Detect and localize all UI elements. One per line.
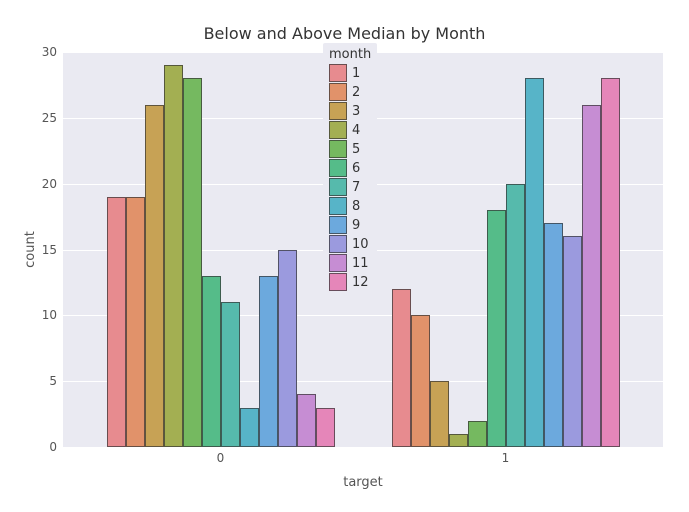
legend-swatch — [329, 121, 347, 139]
bar — [126, 197, 145, 447]
legend-swatch — [329, 64, 347, 82]
bar — [392, 289, 411, 447]
legend-label: 9 — [352, 218, 360, 233]
legend-swatch — [329, 235, 347, 253]
y-tick-label: 5 — [49, 374, 63, 388]
bar — [183, 78, 202, 447]
y-axis-label: count — [23, 52, 38, 447]
y-tick-label: 20 — [42, 177, 63, 191]
legend: month 123456789101112 — [323, 43, 377, 296]
legend-item: 4 — [329, 121, 371, 139]
legend-label: 2 — [352, 85, 360, 100]
legend-label: 1 — [352, 66, 360, 81]
legend-item: 9 — [329, 216, 371, 234]
legend-title: month — [329, 47, 371, 62]
legend-item: 12 — [329, 273, 371, 291]
legend-item: 3 — [329, 102, 371, 120]
legend-label: 10 — [352, 237, 369, 252]
bar — [221, 302, 240, 447]
legend-swatch — [329, 102, 347, 120]
legend-swatch — [329, 178, 347, 196]
legend-swatch — [329, 216, 347, 234]
legend-label: 12 — [352, 275, 369, 290]
legend-label: 7 — [352, 180, 360, 195]
legend-label: 6 — [352, 161, 360, 176]
legend-label: 4 — [352, 123, 360, 138]
legend-item: 6 — [329, 159, 371, 177]
bar — [297, 394, 316, 447]
bar — [468, 421, 487, 447]
bar — [107, 197, 126, 447]
y-tick-label: 10 — [42, 308, 63, 322]
legend-item: 7 — [329, 178, 371, 196]
bar — [430, 381, 449, 447]
bar — [487, 210, 506, 447]
gridline — [63, 447, 663, 448]
legend-item: 2 — [329, 83, 371, 101]
bar — [316, 408, 335, 448]
bar — [278, 250, 297, 448]
legend-label: 8 — [352, 199, 360, 214]
bar — [544, 223, 563, 447]
bar — [259, 276, 278, 447]
legend-label: 11 — [352, 256, 369, 271]
legend-swatch — [329, 197, 347, 215]
bar — [240, 408, 259, 448]
x-tick-label: 1 — [502, 447, 510, 465]
bar — [164, 65, 183, 447]
y-tick-label: 25 — [42, 111, 63, 125]
legend-item: 5 — [329, 140, 371, 158]
bar — [202, 276, 221, 447]
figure: 05101520253001 Below and Above Median by… — [0, 0, 689, 512]
x-axis-label: target — [63, 475, 663, 490]
bar — [582, 105, 601, 447]
bar — [449, 434, 468, 447]
y-tick-label: 30 — [42, 45, 63, 59]
y-tick-label: 15 — [42, 243, 63, 257]
bar — [145, 105, 164, 447]
chart-title: Below and Above Median by Month — [0, 24, 689, 43]
bar — [601, 78, 620, 447]
legend-item: 10 — [329, 235, 371, 253]
bar — [563, 236, 582, 447]
legend-item: 8 — [329, 197, 371, 215]
legend-item: 11 — [329, 254, 371, 272]
x-tick-label: 0 — [217, 447, 225, 465]
legend-swatch — [329, 83, 347, 101]
bar — [506, 184, 525, 447]
bar — [525, 78, 544, 447]
legend-swatch — [329, 254, 347, 272]
legend-label: 5 — [352, 142, 360, 157]
y-tick-label: 0 — [49, 440, 63, 454]
legend-swatch — [329, 159, 347, 177]
legend-label: 3 — [352, 104, 360, 119]
bar — [411, 315, 430, 447]
legend-item: 1 — [329, 64, 371, 82]
legend-swatch — [329, 140, 347, 158]
legend-swatch — [329, 273, 347, 291]
